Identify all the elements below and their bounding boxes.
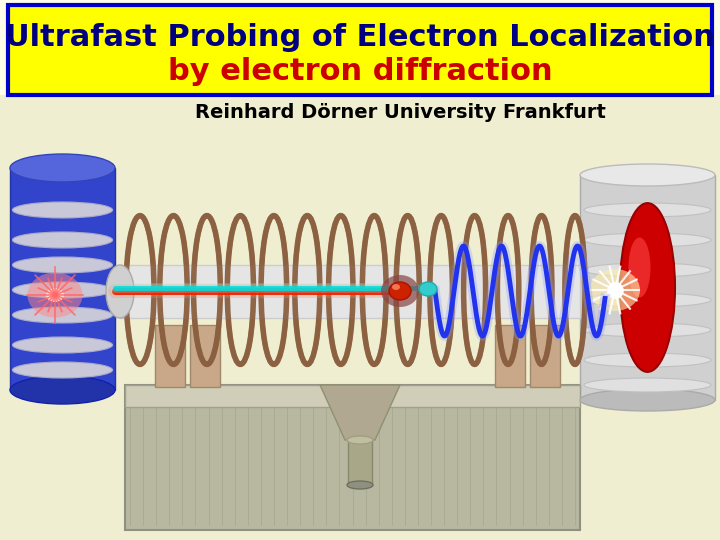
Text: Reinhard Dörner University Frankfurt: Reinhard Dörner University Frankfurt — [195, 103, 606, 122]
Ellipse shape — [629, 238, 650, 298]
Ellipse shape — [392, 284, 400, 290]
Ellipse shape — [584, 378, 711, 392]
Bar — [120, 265, 580, 318]
Ellipse shape — [12, 257, 112, 273]
Ellipse shape — [620, 203, 675, 372]
Ellipse shape — [389, 282, 411, 300]
Bar — [10, 168, 115, 390]
Ellipse shape — [419, 282, 437, 296]
Ellipse shape — [106, 265, 134, 318]
Ellipse shape — [10, 154, 115, 182]
Point — [609, 286, 621, 294]
Ellipse shape — [12, 307, 112, 323]
Bar — [348, 440, 372, 485]
Ellipse shape — [27, 273, 83, 318]
Ellipse shape — [12, 282, 112, 298]
Ellipse shape — [12, 337, 112, 353]
Ellipse shape — [584, 353, 711, 367]
Ellipse shape — [347, 436, 373, 444]
Ellipse shape — [46, 288, 64, 302]
Ellipse shape — [584, 203, 711, 217]
Ellipse shape — [12, 232, 112, 248]
Bar — [530, 325, 560, 387]
Ellipse shape — [580, 164, 715, 186]
Ellipse shape — [10, 376, 115, 404]
Bar — [125, 385, 580, 530]
Ellipse shape — [584, 323, 711, 337]
Bar — [8, 5, 712, 95]
Bar — [580, 175, 715, 400]
Bar — [155, 325, 185, 387]
Bar — [190, 325, 220, 387]
Text: by electron diffraction: by electron diffraction — [168, 57, 552, 86]
Ellipse shape — [347, 481, 373, 489]
Ellipse shape — [12, 202, 112, 218]
Polygon shape — [320, 385, 400, 440]
Ellipse shape — [381, 275, 419, 307]
Ellipse shape — [12, 362, 112, 378]
Ellipse shape — [584, 293, 711, 307]
Bar — [125, 385, 580, 407]
Text: Ultrafast Probing of Electron Localization: Ultrafast Probing of Electron Localizati… — [5, 24, 715, 52]
Ellipse shape — [580, 389, 715, 411]
Ellipse shape — [590, 269, 640, 311]
Ellipse shape — [584, 233, 711, 247]
Bar — [495, 325, 525, 387]
Bar — [0, 95, 720, 540]
Ellipse shape — [584, 263, 711, 277]
